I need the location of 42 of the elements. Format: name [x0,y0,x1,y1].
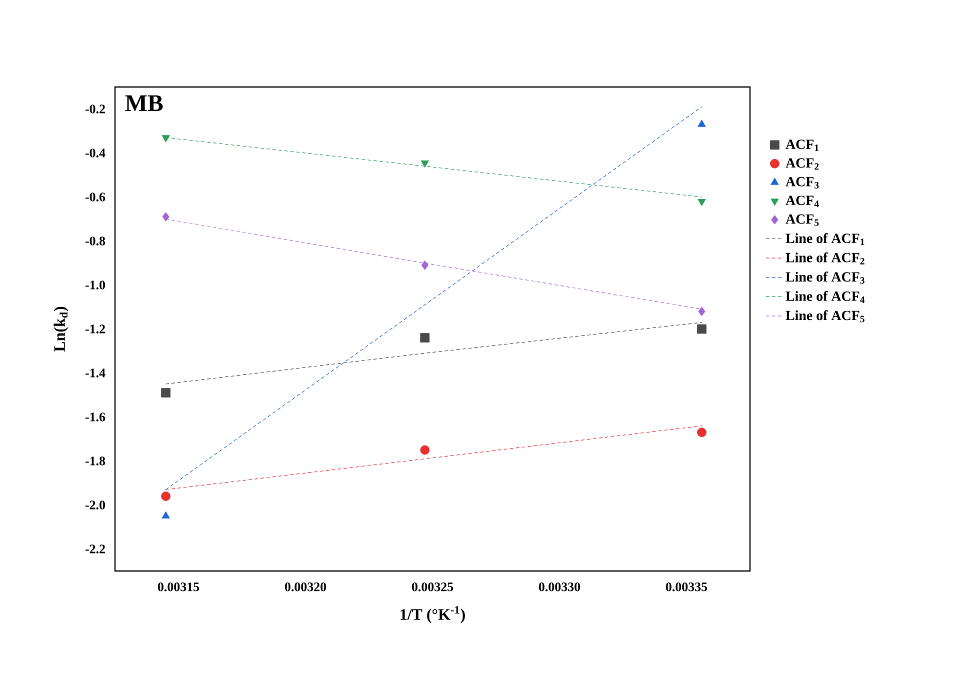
legend-label: Line of ACF$_{4}$ [786,290,865,303]
x-tick-label: 0.00335 [666,582,708,592]
point [420,333,430,342]
y-tick-label: -0.6 [85,192,106,202]
legend-label: Line of ACF$_{2}$ [786,252,864,264]
point [162,135,170,142]
point [161,388,170,398]
point [421,260,428,270]
legend-label: Line of ACF$_{5}$ [786,310,864,322]
point [698,306,706,316]
y-tick-label: -0.8 [85,236,106,246]
y-tick-label: -2.2 [85,544,105,554]
y-tick-label: -0.2 [85,104,105,114]
annotation: MB [125,95,163,112]
y-tick-label: -2.0 [85,500,106,510]
point [420,160,429,168]
point [162,511,170,518]
x-tick-label: 0.00315 [158,582,200,592]
y-tick-label: -1.8 [85,456,106,466]
legend-label: ACF$_{2}$ [786,158,819,170]
legend-label: ACF$_{3}$ [786,176,819,188]
y-tick-label: -0.4 [85,148,106,158]
point [420,445,430,455]
x-tick-label: 0.00330 [538,582,580,592]
x-axis-title: 1/T (°K$^{-1}$) [400,606,465,624]
point [697,428,706,438]
x-tick-label: 0.00325 [412,582,454,592]
point [698,198,706,206]
point [162,212,170,222]
y-tick-label: -1.6 [85,412,106,422]
point [697,324,706,334]
y-tick-label: -1.2 [85,324,105,334]
legend-label: ACF$_{4}$ [786,196,819,208]
y-axis-title: Ln(k$_{d}$) [54,306,68,352]
y-tick-label: -1.4 [85,368,106,378]
legend-label: Line of ACF$_{3}$ [786,272,864,284]
point [161,492,170,501]
legend-label: Line of ACF$_{1}$ [786,233,864,246]
legend-label: ACF$_{5}$ [786,214,819,226]
legend-label: ACF$_{1}$ [786,140,819,151]
x-tick-label: 0.00320 [284,582,326,592]
y-tick-label: -1.0 [85,280,106,290]
